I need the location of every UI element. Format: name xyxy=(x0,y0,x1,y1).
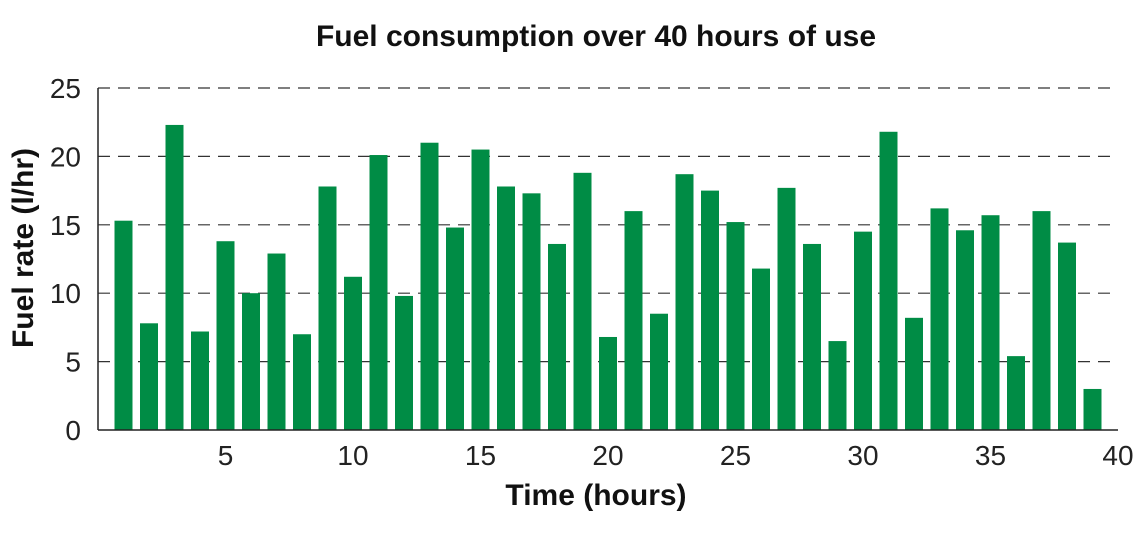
y-tick-label: 25 xyxy=(50,73,81,104)
chart-title: Fuel consumption over 40 hours of use xyxy=(316,20,876,53)
bar xyxy=(344,276,362,430)
bar xyxy=(420,142,439,430)
bar xyxy=(573,172,592,431)
x-tick-label: 20 xyxy=(592,440,623,471)
bar xyxy=(675,174,694,430)
bar xyxy=(165,124,184,430)
x-tick-label: 25 xyxy=(720,440,751,471)
bar xyxy=(191,331,209,430)
x-tick-labels: 5 10 15 20 25 30 35 40 xyxy=(218,440,1134,471)
bar xyxy=(369,155,388,431)
bar xyxy=(140,323,158,430)
bar xyxy=(777,187,796,430)
bar xyxy=(803,243,821,430)
x-tick-label: 35 xyxy=(975,440,1006,471)
bar xyxy=(318,186,337,430)
bar xyxy=(981,215,1000,430)
y-tick-label: 15 xyxy=(50,210,81,241)
bar xyxy=(1007,356,1025,430)
bar xyxy=(1032,211,1051,430)
bar xyxy=(242,293,260,430)
x-tick-label: 5 xyxy=(218,440,234,471)
y-axis-label: Fuel rate (l/hr) xyxy=(7,148,40,348)
bar xyxy=(624,211,643,430)
x-axis-label: Time (hours) xyxy=(505,479,686,512)
bar xyxy=(650,313,668,430)
x-tick-label: 40 xyxy=(1102,440,1133,471)
bars xyxy=(114,124,1102,431)
bar xyxy=(446,227,464,430)
bar xyxy=(522,193,541,430)
x-tick-label: 30 xyxy=(847,440,878,471)
y-tick-label: 10 xyxy=(50,278,81,309)
y-tick-label: 20 xyxy=(50,141,81,172)
bar xyxy=(1083,388,1102,430)
bar xyxy=(216,241,235,430)
bar xyxy=(599,336,617,430)
x-tick-label: 10 xyxy=(337,440,368,471)
bar xyxy=(905,317,923,430)
axes xyxy=(97,88,1118,431)
bar xyxy=(828,341,847,430)
y-tick-label: 5 xyxy=(65,347,81,378)
bar xyxy=(752,268,770,430)
bar xyxy=(114,220,133,430)
bar xyxy=(548,243,566,430)
bar xyxy=(1058,242,1076,430)
bar xyxy=(854,231,872,430)
bar xyxy=(267,253,286,430)
bar xyxy=(701,190,719,430)
bar xyxy=(956,230,974,430)
bar xyxy=(930,208,949,430)
y-tick-label: 0 xyxy=(65,415,81,446)
bar xyxy=(879,131,898,430)
bar xyxy=(395,295,413,430)
bar xyxy=(497,186,515,430)
bar xyxy=(293,334,311,430)
bar xyxy=(471,149,490,430)
x-tick-label: 15 xyxy=(465,440,496,471)
bar xyxy=(726,222,745,430)
y-tick-labels: 0 5 10 15 20 25 xyxy=(50,73,81,446)
